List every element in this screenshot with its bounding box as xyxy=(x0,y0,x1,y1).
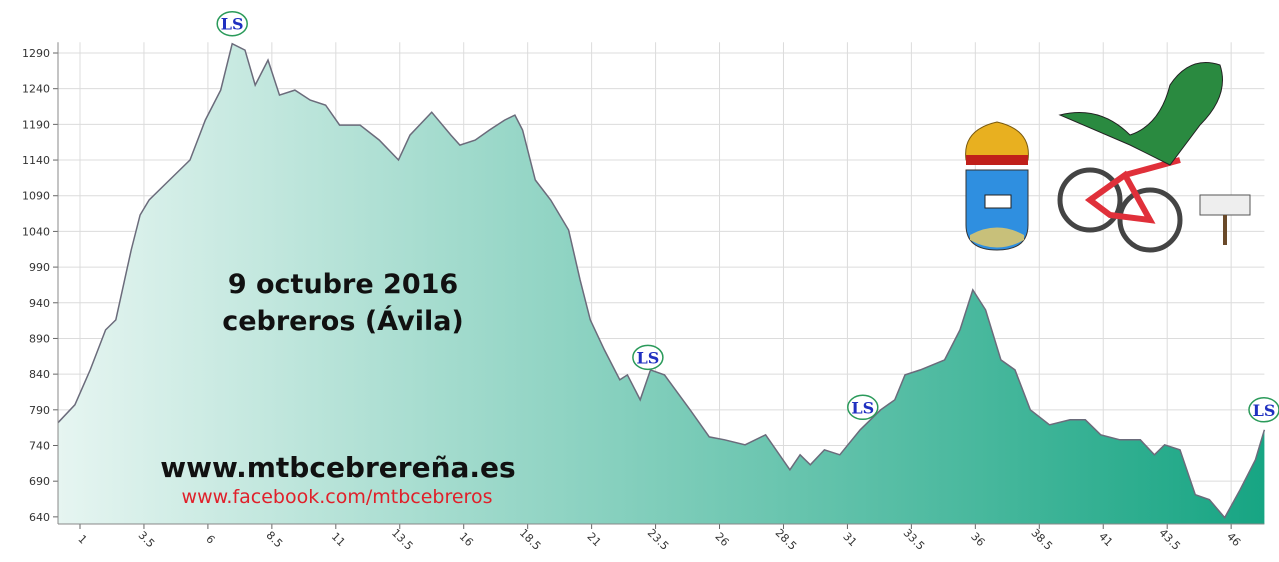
y-tick-label: 940 xyxy=(29,297,50,310)
x-tick-label: 16 xyxy=(457,530,476,549)
area-fill xyxy=(58,43,1265,524)
date-text: 9 octubre 2016 xyxy=(228,269,458,300)
y-tick-label: 840 xyxy=(29,368,50,381)
marker-label: LS xyxy=(851,398,874,417)
x-tick-label: 23.5 xyxy=(645,526,672,553)
x-tick-label: 3.5 xyxy=(136,529,158,551)
cyclist-logo xyxy=(1057,62,1251,253)
place-text: cebreros (Ávila) xyxy=(222,305,464,337)
x-tick-label: 8.5 xyxy=(264,529,286,551)
y-tick-label: 1140 xyxy=(22,154,50,167)
x-tick-label: 41 xyxy=(1096,530,1115,549)
x-tick-label: 28.5 xyxy=(773,526,800,553)
x-tick-label: 6 xyxy=(203,532,217,546)
marker-label: LS xyxy=(636,348,659,367)
marker-badge xyxy=(216,10,248,37)
x-tick-label: 21 xyxy=(585,530,604,549)
x-tick-label: 31 xyxy=(840,530,859,549)
x-tick-label: 18.5 xyxy=(517,526,544,553)
crest-logo xyxy=(965,121,1029,251)
x-tick-label: 38.5 xyxy=(1029,526,1056,553)
marker-badge xyxy=(1248,397,1279,423)
y-tick-label: 1090 xyxy=(22,190,50,203)
site-url: www.mtbcebrereña.es xyxy=(160,451,515,484)
y-tick-label: 1190 xyxy=(22,118,50,131)
x-tick-label: 1 xyxy=(75,532,89,546)
marker-badge xyxy=(632,344,664,371)
y-tick-label: 990 xyxy=(29,261,50,274)
x-tick-label: 26 xyxy=(712,530,731,549)
y-tick-label: 1240 xyxy=(22,83,50,96)
x-tick-label: 33.5 xyxy=(901,526,928,553)
y-tick-label: 690 xyxy=(29,475,50,488)
marker-badge xyxy=(847,394,879,421)
x-tick-label: 46 xyxy=(1224,530,1243,549)
facebook-url: www.facebook.com/mtbcebreros xyxy=(182,486,493,508)
y-tick-label: 1040 xyxy=(22,225,50,238)
x-tick-label: 43.5 xyxy=(1156,526,1183,553)
y-tick-label: 640 xyxy=(29,511,50,524)
y-tick-label: 1290 xyxy=(22,47,50,60)
y-tick-label: 890 xyxy=(29,332,50,345)
profile-line xyxy=(57,42,1266,519)
y-tick-label: 740 xyxy=(29,440,50,453)
x-tick-label: 11 xyxy=(329,530,348,549)
x-tick-label: 36 xyxy=(968,530,987,549)
y-tick-label: 790 xyxy=(29,404,50,417)
marker-label: LS xyxy=(221,15,244,34)
x-tick-label: 13.5 xyxy=(389,526,416,553)
marker-label: LS xyxy=(1253,401,1276,420)
